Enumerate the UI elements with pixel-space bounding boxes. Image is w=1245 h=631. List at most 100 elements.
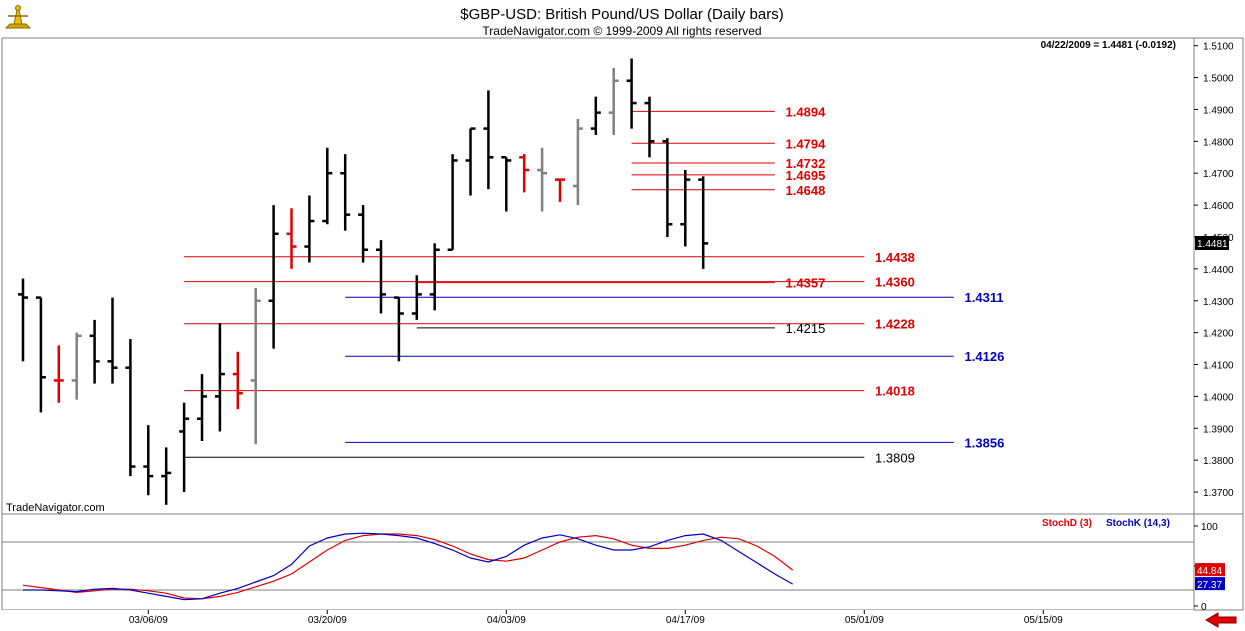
ohlc-bar <box>232 351 243 410</box>
date-tick-label: 04/17/09 <box>666 615 705 626</box>
ohlc-bar <box>519 154 530 193</box>
ohlc-bar <box>197 374 207 442</box>
level-label: 1.4360 <box>875 275 915 290</box>
price-panel <box>1 37 1195 515</box>
ohlc-bar <box>322 147 333 225</box>
ohlc-bar <box>18 278 28 362</box>
price-tick-label: 1.4800 <box>1203 137 1234 148</box>
ohlc-bar <box>161 447 172 505</box>
ohlc-bar <box>35 296 46 413</box>
ohlc-bar <box>89 319 100 384</box>
copyright-text: TradeNavigator.com © 1999-2009 All right… <box>482 24 761 38</box>
level-label: 1.4311 <box>965 290 1004 305</box>
level-label: 1.4695 <box>786 168 826 183</box>
ohlc-bar <box>107 297 118 384</box>
price-tick-label: 1.3900 <box>1203 424 1234 435</box>
level-label: 1.4438 <box>875 250 915 265</box>
last-price-label: 1.4481 <box>1197 239 1228 250</box>
level-label: 1.4894 <box>786 104 827 119</box>
date-tick-label: 03/06/09 <box>129 615 168 626</box>
ohlc-bar <box>429 243 440 311</box>
level-label: 1.4357 <box>786 276 826 291</box>
ohlc-bar <box>680 170 691 247</box>
ohlc-bar <box>537 147 548 212</box>
level-label: 1.3809 <box>875 450 915 465</box>
ohlc-bar <box>286 208 297 269</box>
logo-icon[interactable] <box>4 5 32 29</box>
level-label: 1.4228 <box>875 317 915 332</box>
ohlc-bar <box>125 339 136 477</box>
price-tick-label: 1.4700 <box>1203 169 1234 180</box>
ohlc-bar <box>304 195 315 263</box>
ohlc-bar <box>250 288 261 445</box>
scroll-left-arrow-icon[interactable] <box>1205 612 1237 628</box>
level-label: 1.4018 <box>875 384 915 399</box>
price-tick-label: 1.4600 <box>1203 201 1234 212</box>
ohlc-bar <box>340 154 351 231</box>
ohlc-bar <box>698 176 709 269</box>
level-label: 1.3856 <box>965 435 1005 450</box>
price-tick-label: 1.4300 <box>1203 297 1234 308</box>
ohlc-bar <box>572 119 583 206</box>
date-tick-label: 05/01/09 <box>845 615 884 626</box>
price-axis <box>1193 37 1244 515</box>
ohlc-bar <box>214 323 225 432</box>
level-label: 1.4732 <box>786 156 826 171</box>
price-tick-label: 1.5100 <box>1203 42 1234 53</box>
stoch-last-label: 44.84 <box>1197 566 1222 577</box>
ohlc-bar <box>358 205 369 263</box>
ohlc-bar <box>555 178 565 202</box>
ohlc-bar <box>268 205 279 349</box>
date-tick-label: 03/20/09 <box>308 615 347 626</box>
date-tick-label: 05/15/09 <box>1024 615 1063 626</box>
ohlc-bar <box>53 345 64 403</box>
price-tick-label: 1.3700 <box>1203 488 1234 499</box>
price-tick-label: 1.4900 <box>1203 105 1234 116</box>
price-bars <box>18 58 709 505</box>
legend-stochk: StochK (14,3) <box>1106 518 1170 529</box>
stochd-line <box>22 533 794 600</box>
ohlc-bar <box>143 425 154 496</box>
ohlc-bar <box>662 138 673 237</box>
date-axis-ticks: 03/06/09 03/20/09 04/03/09 04/17/09 05/01/09… <box>129 610 1063 626</box>
ohlc-bar <box>376 240 386 314</box>
level-label: 1.4794 <box>786 136 827 151</box>
chart-title: $GBP-USD: British Pound/US Dollar (Daily… <box>460 6 783 23</box>
stoch-tick-label: 100 <box>1201 522 1218 533</box>
ohlc-bar <box>447 154 458 251</box>
stochastic-panel <box>1 513 1195 611</box>
watermark-text: TradeNavigator.com <box>6 502 105 514</box>
ohlc-bar <box>644 96 655 158</box>
ohlc-bar <box>179 402 190 493</box>
price-tick-label: 1.5000 <box>1203 74 1234 85</box>
ohlc-bar <box>590 96 601 135</box>
legend-stochd: StochD (3) <box>1042 518 1092 529</box>
ohlc-bar <box>483 90 494 190</box>
ohlc-bar <box>71 332 82 400</box>
ohlc-bar <box>501 156 512 212</box>
ohlc-bar <box>465 127 476 196</box>
price-tick-label: 1.3800 <box>1203 456 1234 467</box>
price-tick-label: 1.4200 <box>1203 329 1234 340</box>
stoch-last-label: 27.37 <box>1197 580 1222 591</box>
price-axis-ticks: 1.3700 1.3800 1.3900 1.4000 1.4100 1.4200 1.43… <box>1194 42 1234 499</box>
stoch-last-tag <box>1195 577 1225 591</box>
level-label: 1.4648 <box>786 183 826 198</box>
level-label: 1.4126 <box>965 349 1005 364</box>
stoch-tick-label: 0 <box>1201 602 1207 613</box>
stochastic-axis <box>1193 513 1244 611</box>
level-label: 1.4215 <box>786 321 826 336</box>
quote-readout: 04/22/2009 = 1.4481 (-0.0192) <box>1041 40 1176 51</box>
ohlc-bar <box>608 68 619 135</box>
ohlc-bar <box>626 58 637 129</box>
ohlc-bar <box>411 275 422 320</box>
price-tick-label: 1.4000 <box>1203 392 1234 403</box>
price-tick-label: 1.4400 <box>1203 265 1234 276</box>
ohlc-bar <box>393 296 404 362</box>
date-tick-label: 04/03/09 <box>487 615 526 626</box>
price-tick-label: 1.4100 <box>1203 361 1234 372</box>
stoch-last-tag <box>1195 563 1225 577</box>
